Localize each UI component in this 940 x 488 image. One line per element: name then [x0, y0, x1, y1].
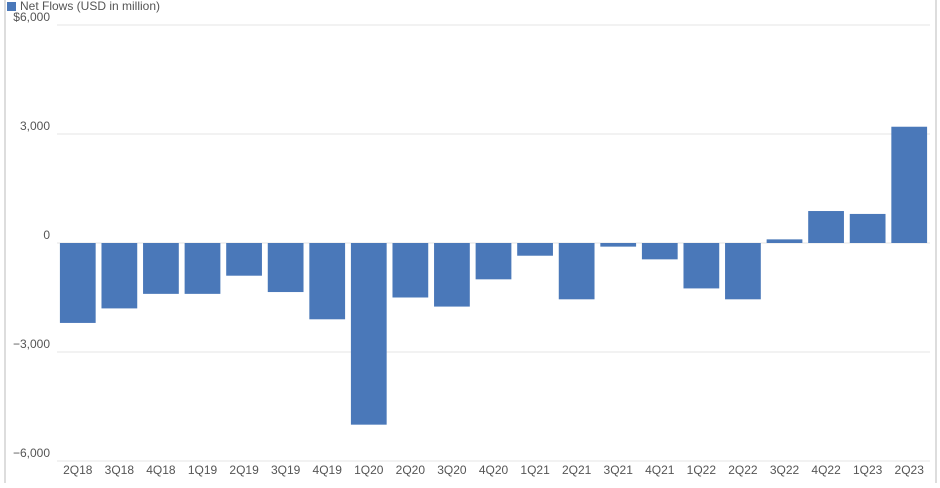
x-tick-label: 4Q18	[146, 463, 176, 477]
x-tick-label: 4Q22	[811, 463, 841, 477]
x-tick-label: 2Q23	[895, 463, 925, 477]
bar	[350, 243, 387, 425]
bar	[143, 243, 179, 294]
x-tick-label: 1Q19	[188, 463, 218, 477]
x-tick-label: 1Q21	[520, 463, 550, 477]
x-tick-label: 3Q19	[271, 463, 301, 477]
x-tick-label: 3Q21	[604, 463, 634, 477]
y-tick-label: 3,000	[20, 119, 50, 133]
y-tick-label: 0	[43, 228, 50, 242]
x-tick-label: 4Q21	[645, 463, 675, 477]
bar	[808, 211, 844, 243]
bar	[725, 243, 761, 300]
y-tick-label: $6,000	[13, 10, 50, 24]
bar	[392, 243, 429, 298]
bar	[101, 243, 138, 309]
bar	[309, 243, 346, 320]
x-tick-label: 3Q20	[437, 463, 467, 477]
x-tick-label: 2Q19	[229, 463, 259, 477]
y-tick-label: −6,000	[13, 446, 50, 460]
x-tick-label: 2Q18	[63, 463, 93, 477]
bar	[517, 243, 553, 256]
bar	[683, 243, 720, 289]
bar	[849, 213, 886, 243]
x-tick-label: 2Q20	[396, 463, 426, 477]
bar	[267, 243, 304, 293]
x-tick-label: 4Q19	[313, 463, 343, 477]
x-tick-label: 1Q22	[687, 463, 717, 477]
bar	[59, 243, 96, 323]
bar	[766, 239, 803, 243]
bar	[558, 243, 595, 300]
x-tick-label: 2Q21	[562, 463, 592, 477]
bar	[891, 126, 928, 243]
x-tick-label: 3Q18	[105, 463, 135, 477]
bar	[475, 243, 512, 280]
y-tick-label: −3,000	[13, 337, 50, 351]
legend-swatch	[7, 2, 16, 11]
x-tick-label: 4Q20	[479, 463, 509, 477]
bar	[600, 243, 637, 247]
x-tick-label: 1Q23	[853, 463, 883, 477]
legend-label: Net Flows (USD in million)	[20, 0, 160, 13]
x-tick-label: 3Q22	[770, 463, 800, 477]
bar	[184, 243, 221, 294]
x-tick-label: 1Q20	[354, 463, 384, 477]
bar	[641, 243, 678, 260]
bar	[226, 243, 262, 276]
bar	[434, 243, 470, 307]
x-tick-label: 2Q22	[728, 463, 758, 477]
